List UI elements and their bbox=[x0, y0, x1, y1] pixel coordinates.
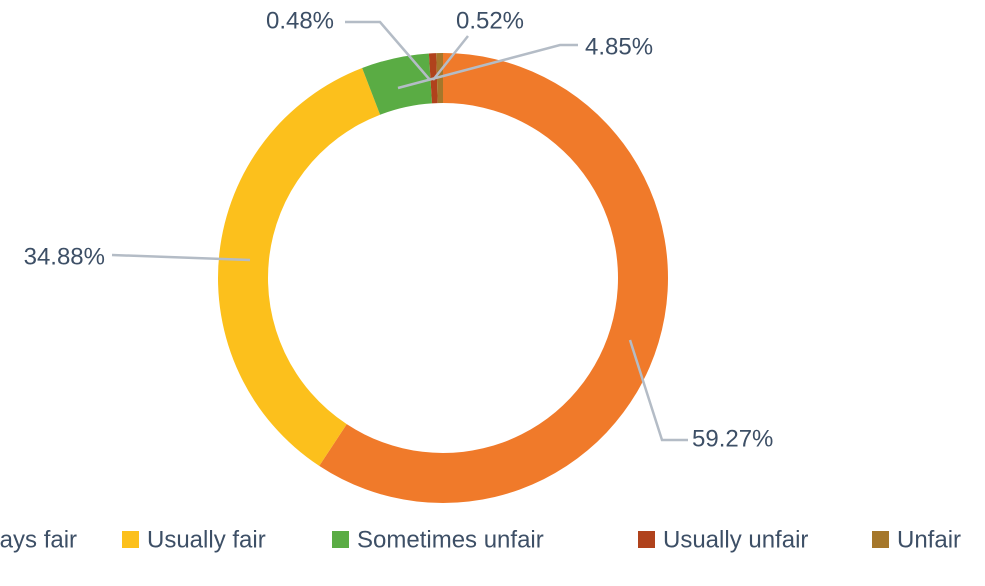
data-label: 0.52% bbox=[456, 7, 524, 34]
data-label: 0.48% bbox=[266, 7, 334, 34]
legend-label: Unfair bbox=[897, 526, 961, 553]
legend-label: Sometimes unfair bbox=[357, 526, 544, 553]
donut-slice bbox=[218, 68, 381, 466]
data-label: 59.27% bbox=[692, 425, 773, 452]
leader-line bbox=[432, 35, 469, 81]
leader-line bbox=[628, 339, 688, 442]
legend-label: Always fair bbox=[0, 526, 77, 553]
legend-swatch bbox=[638, 531, 655, 548]
data-label: 34.88% bbox=[24, 243, 105, 270]
leader-line bbox=[111, 253, 251, 262]
donut-slice bbox=[319, 53, 669, 504]
legend-swatch bbox=[872, 531, 889, 548]
legend-swatch bbox=[122, 531, 139, 548]
data-label: 4.85% bbox=[585, 33, 653, 60]
legend-swatch bbox=[332, 531, 349, 548]
leader-line bbox=[397, 43, 578, 90]
legend-label: Usually fair bbox=[147, 526, 266, 553]
donut-slice bbox=[362, 53, 433, 115]
legend-label: Usually unfair bbox=[663, 526, 808, 553]
leader-line bbox=[345, 20, 431, 81]
